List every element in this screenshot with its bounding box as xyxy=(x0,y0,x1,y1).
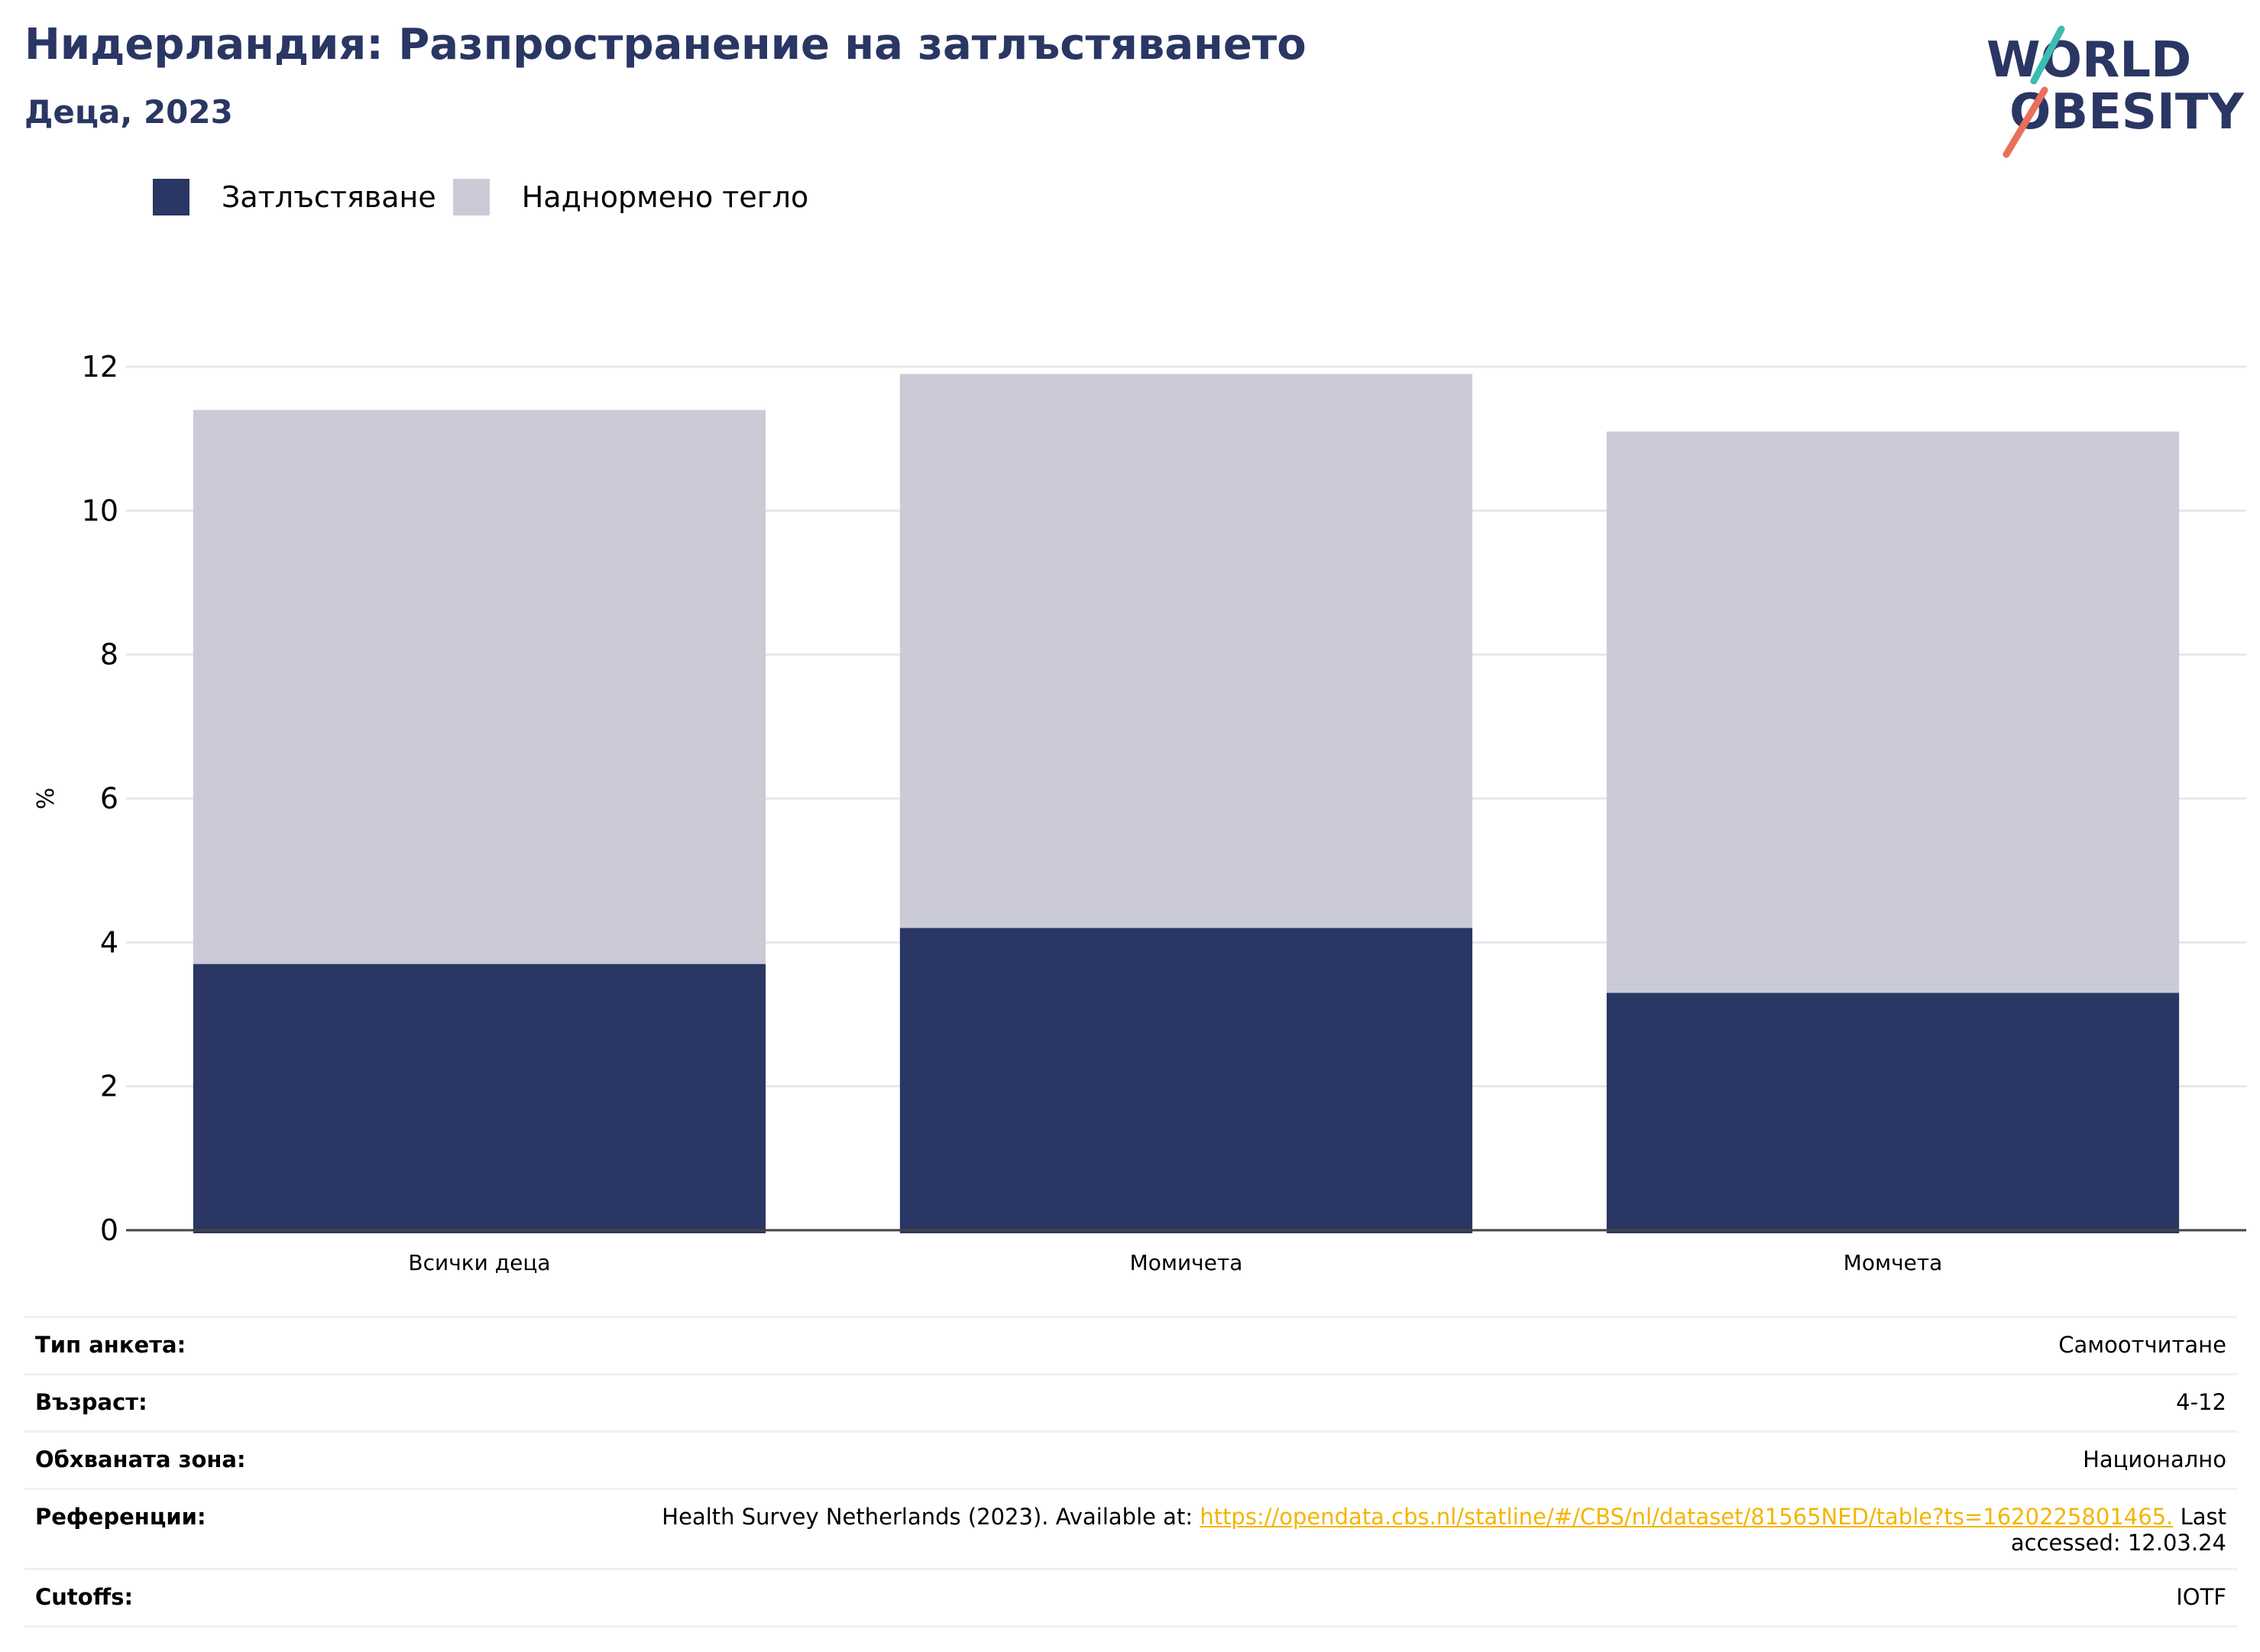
y-axis-title: % xyxy=(33,788,60,810)
logo-line2: OBESITY xyxy=(2009,84,2244,141)
legend-swatch-overweight xyxy=(452,179,490,215)
info-key-area: Обхваната зона: xyxy=(35,1446,246,1472)
legend-item-obesity[interactable]: Затлъстяване xyxy=(153,179,436,215)
bar-overweight-2 xyxy=(1606,431,2180,993)
chart-subtitle: Деца, 2023 xyxy=(24,93,233,131)
info-key-survey-type: Тип анкета: xyxy=(35,1332,186,1358)
info-key-age: Възраст: xyxy=(35,1389,147,1415)
x-category-label: Момичета xyxy=(1130,1250,1243,1275)
reference-link[interactable]: https://opendata.cbs.nl/statline/#/CBS/n… xyxy=(1200,1504,2174,1530)
x-category-label: Всички деца xyxy=(408,1250,550,1275)
bar-overweight-0 xyxy=(193,410,766,964)
info-key-references: Референции: xyxy=(35,1504,206,1530)
y-tick-label: 12 xyxy=(82,350,118,384)
y-tick-label: 4 xyxy=(100,925,118,959)
legend-label-overweight: Наднормено тегло xyxy=(521,180,809,214)
info-row-cutoffs: Cutoffs: IOTF xyxy=(24,1568,2237,1628)
y-tick-label: 0 xyxy=(100,1213,118,1247)
chart-title: Нидерландия: Разпространение на затлъстя… xyxy=(24,20,1306,70)
bar-obesity-2 xyxy=(1606,993,2180,1233)
info-key-cutoffs: Cutoffs: xyxy=(35,1584,134,1610)
legend-item-overweight[interactable]: Наднормено тегло xyxy=(452,179,809,215)
chart-legend: Затлъстяване Наднормено тегло xyxy=(153,176,825,219)
info-row-references: Референции: Health Survey Netherlands (2… xyxy=(24,1488,2237,1568)
info-value-survey-type: Самоотчитане xyxy=(2058,1332,2226,1358)
reference-access-date: Last accessed: 12.03.24 xyxy=(2010,1504,2226,1556)
info-row-area: Обхваната зона: Национално xyxy=(24,1430,2237,1488)
y-tick-label: 2 xyxy=(100,1070,118,1103)
info-row-survey-type: Тип анкета: Самоотчитане xyxy=(24,1316,2237,1373)
bar-overweight-1 xyxy=(899,374,1473,928)
info-row-age: Възраст: 4-12 xyxy=(24,1373,2237,1430)
logo-line1: WORLD xyxy=(1986,32,2191,89)
reference-text: Health Survey Netherlands (2023). Availa… xyxy=(662,1504,1200,1530)
info-value-cutoffs: IOTF xyxy=(2176,1584,2226,1610)
world-obesity-logo: WORLD OBESITY xyxy=(1986,25,2244,158)
info-value-area: Национално xyxy=(2083,1446,2226,1472)
x-category-label: Момчета xyxy=(1844,1250,1943,1275)
legend-label-obesity: Затлъстяване xyxy=(222,180,436,214)
legend-swatch-obesity xyxy=(153,179,189,215)
y-tick-label: 8 xyxy=(100,638,118,672)
stacked-bar-chart: 0 2 4 6 8 10 12% Всички деца Момичета Момчета xyxy=(33,350,2246,1275)
info-table: Тип анкета: Самоотчитане Възраст: 4-12 О… xyxy=(24,1316,2237,1628)
info-value-references: Health Survey Netherlands (2023). Availa… xyxy=(546,1504,2226,1556)
bar-obesity-0 xyxy=(193,964,766,1233)
y-tick-label: 6 xyxy=(100,782,118,815)
bar-obesity-1 xyxy=(899,928,1473,1233)
y-tick-label: 10 xyxy=(82,494,118,527)
info-value-age: 4-12 xyxy=(2176,1389,2226,1415)
